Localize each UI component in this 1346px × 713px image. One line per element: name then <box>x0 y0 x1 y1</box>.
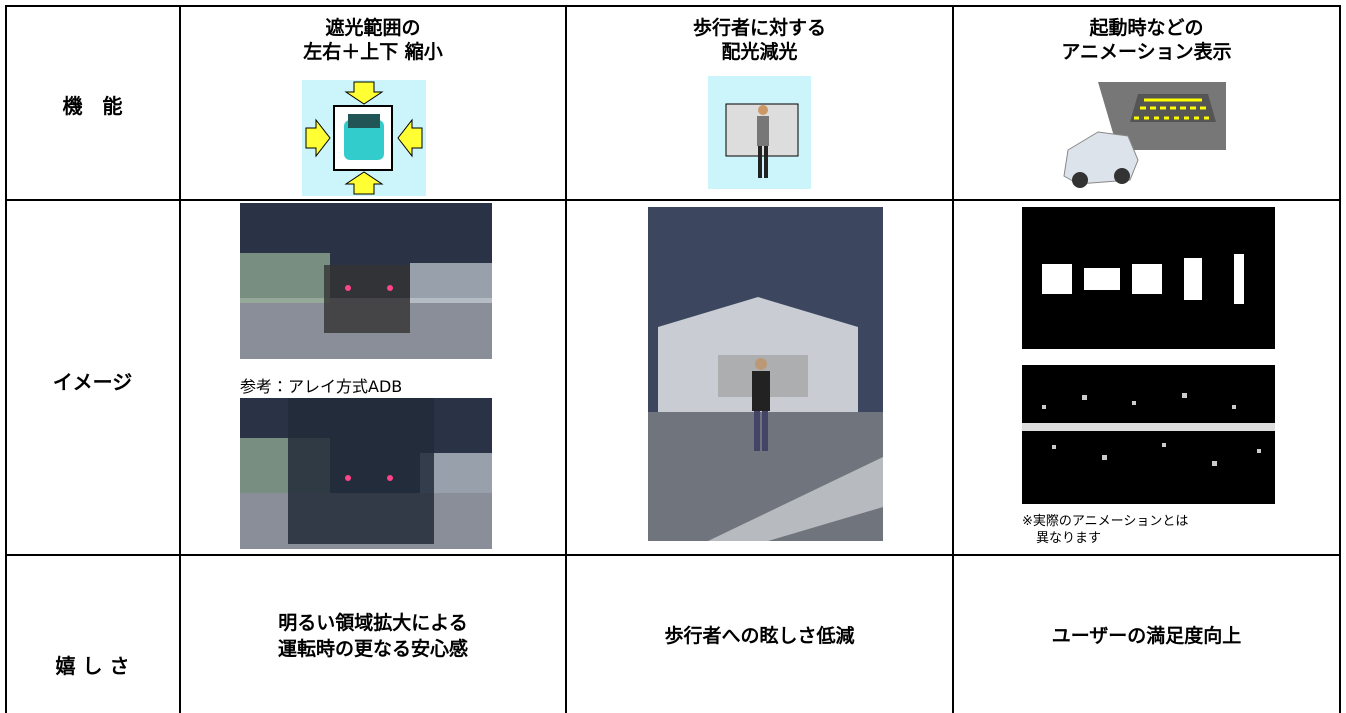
row-label: イメージ <box>52 370 133 394</box>
cell-title: 遮光範囲の 左右＋上下 縮小 <box>181 16 565 64</box>
border <box>952 5 954 713</box>
benefit: ユーザーの満足度向上 <box>954 624 1339 648</box>
border <box>179 5 181 713</box>
photo-road <box>240 398 492 549</box>
row-label: 機 能 <box>62 94 123 118</box>
benefit: 歩行者への眩しさ低減 <box>567 624 952 648</box>
border <box>5 5 7 713</box>
icon-animation <box>1063 82 1226 188</box>
photo-pedestrian <box>648 207 883 541</box>
text-line: ※実際のアニメーションとは <box>1022 514 1189 529</box>
text-line: 明るい領域拡大による <box>278 612 468 634</box>
text-line: 異なります <box>1036 531 1102 546</box>
border <box>5 199 1341 201</box>
border <box>5 554 1341 556</box>
border <box>5 5 1341 7</box>
text-line: 運転時の更なる安心感 <box>277 638 468 660</box>
text-line: 配光減光 <box>721 41 798 63</box>
text-line: 左右＋上下 縮小 <box>303 41 443 63</box>
text-line: アニメーション表示 <box>1061 41 1232 63</box>
animation-frame <box>1022 207 1275 349</box>
cell-title: 起動時などの アニメーション表示 <box>954 16 1339 64</box>
icon-shrink <box>302 80 426 196</box>
note: ※実際のアニメーションとは 異なります <box>1022 513 1188 547</box>
text-line: 起動時などの <box>1089 17 1204 39</box>
benefit: 明るい領域拡大による 運転時の更なる安心感 <box>181 610 565 662</box>
border <box>565 5 567 713</box>
icon-pedestrian <box>708 76 811 189</box>
text-line: 遮光範囲の <box>325 17 421 39</box>
photo-road <box>240 203 492 359</box>
caption: 参考：アレイ方式ADB <box>240 377 403 396</box>
text-line: 歩行者への眩しさ低減 <box>664 625 855 647</box>
text-line: ユーザーの満足度向上 <box>1051 625 1242 647</box>
cell-title: 歩行者に対する 配光減光 <box>567 16 952 64</box>
border <box>1339 5 1341 713</box>
animation-frame <box>1022 365 1275 504</box>
text-line: 歩行者に対する <box>692 17 826 39</box>
row-label: 嬉 し さ <box>55 654 130 678</box>
